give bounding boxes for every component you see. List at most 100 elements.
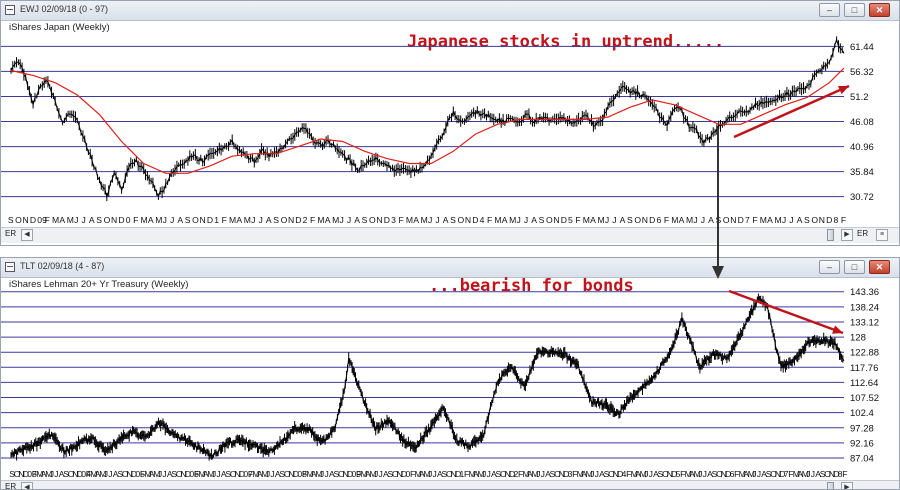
tlt-month-tick-label: M: [586, 469, 593, 479]
scroll-thumb[interactable]: [827, 482, 834, 489]
tlt-month-tick-label: J: [482, 469, 486, 479]
scroll-left-arrow-icon[interactable]: ◀: [21, 229, 33, 241]
tlt-month-tick-label: F: [842, 469, 847, 479]
tlt-month-tick-label: O: [14, 469, 21, 479]
tlt-month-tick-label: N: [180, 469, 186, 479]
tlt-month-tick-label: M: [360, 469, 367, 479]
tlt-month-tick-label: 5: [676, 469, 681, 479]
tlt-month-tick-label: O: [716, 469, 723, 479]
tlt-window-titlebar[interactable]: TLT 02/09/18 (4 - 87) – □ ✕: [1, 258, 899, 278]
ewj-month-tick-label: J: [163, 215, 167, 225]
scroll-thumb[interactable]: [827, 229, 834, 241]
ewj-y-tick-label: 46.08: [850, 117, 874, 128]
minimize-button[interactable]: –: [819, 3, 840, 17]
tlt-month-tick-label: F: [680, 469, 685, 479]
tlt-month-tick-label: A: [599, 469, 605, 479]
tlt-month-tick-label: D: [509, 469, 515, 479]
tlt-month-tick-label: A: [689, 469, 695, 479]
tlt-month-tick-label: O: [500, 469, 507, 479]
tlt-month-tick-label: J: [158, 469, 162, 479]
ewj-month-tick-label: O: [546, 215, 553, 225]
tlt-month-tick-label: S: [9, 469, 15, 479]
scroll-tag-left: ER: [5, 482, 17, 490]
tlt-month-tick-label: D: [23, 469, 29, 479]
tlt-month-tick-label: M: [45, 469, 52, 479]
scroll-left-arrow-icon[interactable]: ◀: [21, 482, 33, 489]
tlt-y-tick-label: 112.64: [850, 378, 878, 389]
tlt-month-tick-label: M: [261, 469, 268, 479]
tlt-month-tick-label: F: [410, 469, 415, 479]
ewj-chart-subtitle: iShares Japan (Weekly): [9, 22, 110, 33]
tlt-month-tick-label: 08: [297, 469, 307, 479]
ewj-month-tick-label: A: [354, 215, 360, 225]
ewj-window-titlebar[interactable]: EWJ 02/09/18 (0 - 97) – □ ✕: [1, 1, 899, 21]
tlt-month-tick-label: A: [113, 469, 119, 479]
ewj-month-tick-label: M: [774, 215, 781, 225]
tlt-month-tick-label: D: [563, 469, 569, 479]
tlt-month-tick-label: M: [306, 469, 313, 479]
tlt-y-tick-label: 107.52: [850, 393, 879, 404]
maximize-button[interactable]: □: [844, 260, 865, 274]
ewj-scrollbar[interactable]: ER ◀ ▶ ER ≡: [1, 227, 899, 243]
tlt-month-tick-label: A: [257, 469, 263, 479]
tlt-month-tick-label: J: [266, 469, 270, 479]
ewj-month-tick-label: J: [251, 215, 255, 225]
ewj-month-tick-label: J: [701, 215, 705, 225]
ewj-month-tick-label: J: [782, 215, 786, 225]
ewj-month-tick-label: M: [155, 215, 162, 225]
tlt-month-tick-label: O: [662, 469, 669, 479]
tlt-month-tick-label: J: [541, 469, 545, 479]
tlt-month-tick-label: S: [820, 469, 826, 479]
menu-lines-icon[interactable]: ≡: [876, 229, 888, 241]
ewj-month-tick-label: D: [30, 215, 36, 225]
tlt-month-tick-label: J: [590, 469, 594, 479]
tlt-month-tick-label: J: [374, 469, 378, 479]
scroll-right-arrow-icon[interactable]: ▶: [841, 229, 853, 241]
tlt-month-tick-label: D: [671, 469, 677, 479]
close-button[interactable]: ✕: [869, 260, 890, 274]
tlt-y-tick-label: 92.16: [850, 438, 874, 449]
ewj-month-tick-label: J: [347, 215, 351, 225]
tlt-month-tick-label: F: [464, 469, 469, 479]
tlt-month-tick-label: M: [369, 469, 376, 479]
tlt-price-chart: 87.0492.1697.28102.4107.52112.64117.7612…: [1, 287, 879, 479]
tlt-y-tick-label: 87.04: [850, 453, 874, 464]
scroll-right-arrow-icon[interactable]: ▶: [841, 482, 853, 489]
ewj-price-range-bars: [10, 36, 843, 202]
ewj-month-tick-label: J: [435, 215, 439, 225]
tlt-month-tick-label: M: [532, 469, 539, 479]
tlt-month-tick-label: F: [194, 469, 199, 479]
ewj-month-tick-label: S: [804, 215, 810, 225]
maximize-button[interactable]: □: [844, 3, 865, 17]
tlt-month-tick-label: A: [365, 469, 371, 479]
ewj-month-tick-label: 0: [126, 215, 131, 225]
ewj-month-tick-label: N: [819, 215, 825, 225]
ewj-month-tick-label: A: [531, 215, 537, 225]
ewj-month-tick-label: O: [281, 215, 288, 225]
ewj-month-tick-label: J: [789, 215, 793, 225]
ewj-month-tick-label: S: [8, 215, 14, 225]
tlt-month-tick-label: J: [270, 469, 274, 479]
tlt-month-tick-label: A: [419, 469, 425, 479]
close-button[interactable]: ✕: [869, 3, 890, 17]
ewj-month-tick-label: M: [671, 215, 678, 225]
tlt-month-tick-label: N: [342, 469, 348, 479]
ewj-month-tick-label: M: [421, 215, 428, 225]
tlt-month-tick-label: J: [811, 469, 815, 479]
tlt-month-tick-label: M: [414, 469, 421, 479]
ewj-month-tick-label: F: [399, 215, 404, 225]
tlt-month-tick-label: M: [577, 469, 584, 479]
tlt-y-tick-label: 128: [850, 333, 866, 344]
ewj-month-tick-label: M: [229, 215, 236, 225]
ewj-month-tick-label: D: [384, 215, 390, 225]
tlt-month-tick-label: O: [122, 469, 129, 479]
minimize-button[interactable]: –: [819, 260, 840, 274]
tlt-scrollbar[interactable]: ER ◀ ▶: [1, 480, 899, 490]
ewj-month-tick-label: F: [841, 215, 846, 225]
tlt-month-tick-label: M: [640, 469, 647, 479]
tlt-month-tick-label: N: [18, 469, 24, 479]
ewj-month-tick-label: 3: [391, 215, 396, 225]
ewj-month-tick-label: J: [340, 215, 344, 225]
ewj-month-tick-label: J: [82, 215, 86, 225]
